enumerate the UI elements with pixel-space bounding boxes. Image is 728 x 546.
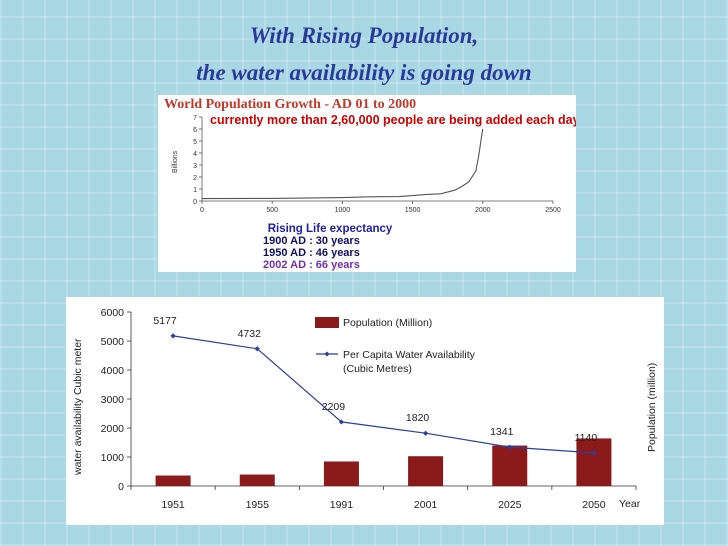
water-chart-category-label: 1991 [330, 499, 354, 511]
water-chart-category-label: 2025 [498, 499, 522, 511]
world-population-y-tick-label: 1 [193, 187, 197, 194]
life-expectancy-1950: 1950 AD : 46 years [263, 247, 360, 259]
water-availability-data-label: 1341 [490, 426, 514, 438]
population-bar [155, 475, 191, 486]
water-availability-data-label: 4732 [238, 328, 262, 340]
water-availability-point [170, 333, 176, 339]
water-chart-y-tick-label: 4000 [101, 365, 125, 377]
world-population-y-tick-label: 6 [193, 127, 197, 134]
world-population-y-tick-label: 3 [193, 163, 197, 170]
water-availability-chart-panel: water availability Cubic meter Populatio… [66, 297, 664, 525]
life-expectancy-2002: 2002 AD : 66 years [263, 259, 360, 271]
legend-water-label-line-2: (Cubic Metres) [343, 363, 412, 375]
world-population-y-axis-label: Billions [172, 150, 179, 173]
water-chart-category-label: 2050 [582, 499, 606, 511]
world-population-x-tick-label: 2500 [545, 207, 561, 214]
world-population-annotation: currently more than 2,60,000 people are … [210, 113, 576, 127]
water-chart-x-unit: Year [619, 498, 641, 510]
world-population-axes: 0 1 2 3 4 5 6 7 0 500 1000 1500 2000 2500 [193, 115, 561, 214]
water-availability-point [422, 430, 429, 436]
population-bar [408, 456, 444, 486]
legend-water-label-line-1: Per Capita Water Availability [343, 349, 476, 361]
water-chart-y-tick-label: 0 [118, 481, 124, 493]
world-population-x-tick-label: 2000 [475, 207, 491, 214]
world-population-chart: World Population Growth - AD 01 to 2000 … [164, 97, 576, 271]
world-population-y-tick-label: 0 [193, 199, 197, 206]
world-population-chart-panel: World Population Growth - AD 01 to 2000 … [158, 95, 576, 272]
population-bars [155, 438, 612, 486]
water-chart-y-tick-label: 1000 [101, 452, 125, 464]
water-chart-y-tick-label: 3000 [101, 394, 125, 406]
legend-population-label: Population (Million) [343, 317, 432, 329]
world-population-chart-title: World Population Growth - AD 01 to 2000 [164, 97, 416, 112]
water-chart-y-tick-label: 2000 [101, 423, 125, 435]
slide-title-line-2: the water availability is going down [196, 60, 532, 85]
water-chart-y-tick-label: 6000 [101, 307, 125, 319]
world-population-y-tick-label: 5 [193, 139, 197, 146]
life-expectancy-block: Rising Life expectancy 1900 AD : 30 year… [263, 223, 393, 271]
world-population-x-tick-label: 1000 [335, 207, 351, 214]
population-bar [492, 445, 528, 486]
water-chart-category-label: 1955 [246, 499, 270, 511]
water-chart-right-axis-label: Population (million) [646, 363, 658, 452]
water-availability-data-label: 2209 [322, 401, 346, 413]
water-chart-category-label: 1951 [161, 499, 185, 511]
water-availability-point [591, 450, 597, 456]
water-chart-legend: Population (Million) Per Capita Water Av… [315, 317, 476, 375]
water-availability-data-label: 1140 [575, 432, 598, 444]
water-availability-data-label: 5177 [153, 315, 177, 327]
legend-water-marker [324, 351, 330, 357]
water-availability-line [173, 335, 594, 454]
population-bar [576, 438, 612, 486]
world-population-series-line [201, 128, 484, 200]
water-chart-y-tick-label: 5000 [101, 336, 125, 348]
world-population-y-tick-label: 2 [193, 175, 197, 182]
world-population-line-group [201, 128, 484, 200]
world-population-x-tick-label: 0 [200, 207, 204, 214]
legend-population-swatch [315, 317, 339, 328]
water-availability-chart: water availability Cubic meter Populatio… [72, 307, 658, 511]
life-expectancy-heading: Rising Life expectancy [268, 223, 393, 235]
water-chart-category-label: 2001 [414, 499, 438, 511]
population-bar [323, 461, 359, 486]
slide-title-line-1: With Rising Population, [249, 23, 479, 48]
world-population-x-tick-label: 500 [266, 207, 278, 214]
water-chart-axes: 0 1000 2000 3000 4000 5000 6000 1951 1955 1991 200… [101, 307, 637, 511]
world-population-x-tick-label: 1500 [405, 207, 421, 214]
world-population-y-tick-label: 4 [193, 151, 197, 158]
water-availability-data-label: 1820 [406, 412, 430, 424]
life-expectancy-1900: 1900 AD : 30 years [263, 235, 360, 247]
water-availability-line-group: 5177 4732 2209 1820 1341 1140 [153, 315, 597, 456]
population-bar [239, 474, 275, 486]
world-population-y-tick-label: 7 [193, 115, 197, 122]
water-chart-y-axis-label: water availability Cubic meter [72, 338, 84, 476]
